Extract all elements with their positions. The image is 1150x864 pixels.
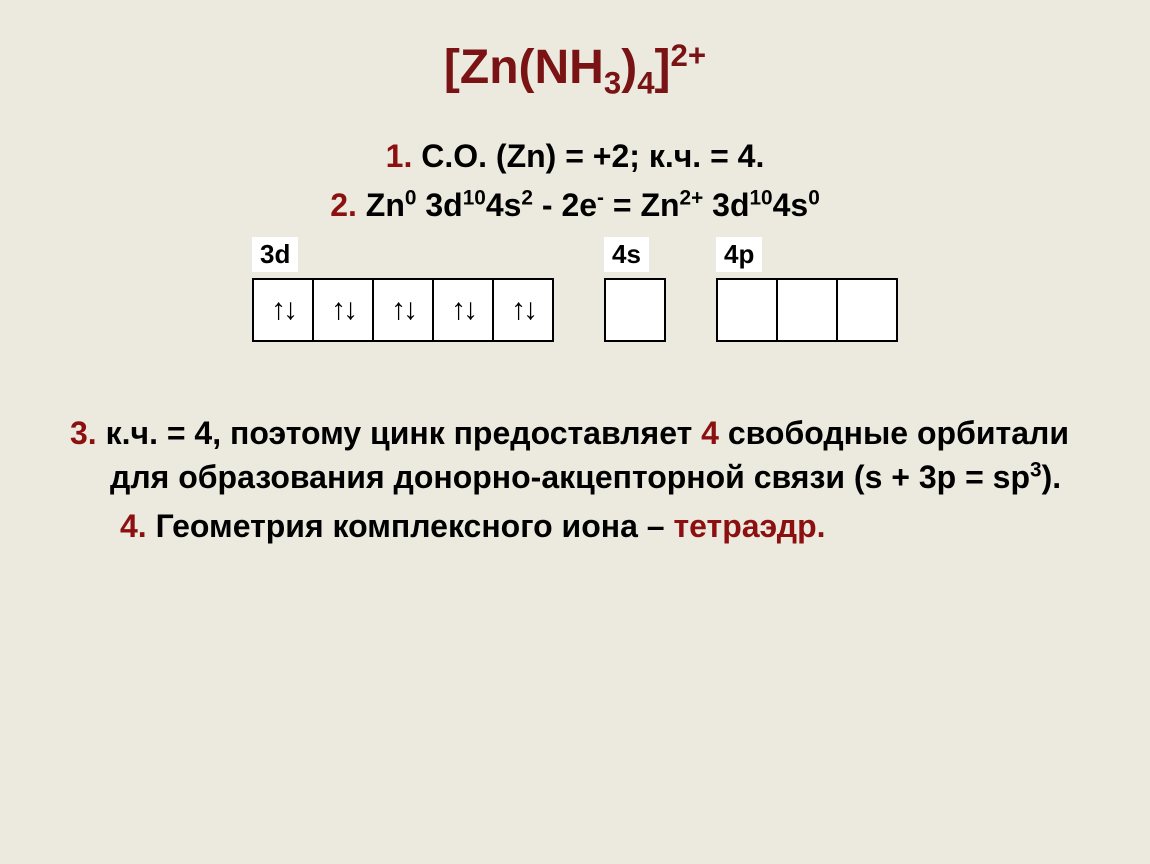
p2-mid5: 3d: [703, 187, 749, 223]
point-1-line: 1. С.О. (Zn) = +2; к.ч. = 4.: [70, 135, 1080, 178]
orbital-box: [776, 278, 838, 342]
point-4-line: 4. Геометрия комплексного иона – тетраэд…: [70, 505, 1080, 548]
point-4-num: 4.: [120, 508, 147, 544]
p2-sup1: 0: [405, 187, 417, 210]
p3-seg2: предоставляет: [445, 415, 701, 451]
orbital-box: ↑↓: [492, 278, 554, 342]
point-2-line: 2. Zn0 3d104s2 - 2e- = Zn2+ 3d104s0: [70, 184, 1080, 227]
orbital-group-3d: 3d ↑↓ ↑↓ ↑↓ ↑↓ ↑↓: [252, 237, 554, 342]
p2-mid3: - 2e: [533, 187, 597, 223]
p3-seg5: ).: [1042, 459, 1062, 495]
p2-sup5: 2+: [680, 187, 704, 210]
orbital-boxes-4s: [604, 278, 666, 342]
point-1-2-block: 1. С.О. (Zn) = +2; к.ч. = 4. 2. Zn0 3d10…: [70, 135, 1080, 227]
p4-seg1: Геометрия комплексного иона –: [147, 508, 674, 544]
p2-sup3: 2: [521, 187, 533, 210]
p3-donor: донорно-акцепторной связи: [394, 459, 846, 495]
title-open: [Zn(NH: [444, 41, 604, 94]
point-3-4-block: 3. к.ч. = 4, поэтому цинк предоставляет …: [70, 412, 1080, 548]
p2-mid2: 4s: [486, 187, 522, 223]
point-3-num: 3.: [70, 415, 97, 451]
orbital-box: ↑↓: [372, 278, 434, 342]
p3-seg4: (s + 3p =: [845, 459, 993, 495]
p2-pre: Zn: [357, 187, 405, 223]
p2-sup6: 10: [749, 187, 772, 210]
slide: [Zn(NH3)4]2+ 1. С.О. (Zn) = +2; к.ч. = 4…: [0, 0, 1150, 864]
p4-tetra: тетраэдр.: [673, 508, 825, 544]
orbital-box: [716, 278, 778, 342]
orbital-box: [604, 278, 666, 342]
title-close: ]: [655, 41, 671, 94]
p3-sp-sup: 3: [1030, 458, 1042, 481]
orbital-diagram: 3d ↑↓ ↑↓ ↑↓ ↑↓ ↑↓ 4s 4p: [70, 237, 1080, 342]
p2-mid6: 4s: [773, 187, 809, 223]
point-1-num: 1.: [386, 138, 413, 174]
orbital-box: ↑↓: [312, 278, 374, 342]
point-2-num: 2.: [330, 187, 357, 223]
title-sup: 2+: [671, 38, 707, 73]
title-sub1: 3: [604, 66, 621, 101]
orbital-group-4p: 4p: [716, 237, 898, 342]
slide-title: [Zn(NH3)4]2+: [70, 40, 1080, 95]
point-3-line: 3. к.ч. = 4, поэтому цинк предоставляет …: [70, 412, 1080, 498]
orbital-boxes-4p: [716, 278, 898, 342]
p2-mid1: 3d: [416, 187, 462, 223]
orbital-box: ↑↓: [432, 278, 494, 342]
orbital-label-3d: 3d: [252, 237, 298, 272]
p3-four: 4: [701, 415, 719, 451]
title-mid: ): [621, 41, 637, 94]
orbital-boxes-3d: ↑↓ ↑↓ ↑↓ ↑↓ ↑↓: [252, 278, 554, 342]
title-sub2: 4: [637, 66, 654, 101]
orbital-label-4s: 4s: [604, 237, 649, 272]
p2-sup2: 10: [463, 187, 486, 210]
p2-mid4: = Zn: [604, 187, 680, 223]
p3-sp: sp: [993, 459, 1030, 495]
orbital-group-4s: 4s: [604, 237, 666, 342]
p2-sup4: -: [597, 187, 604, 210]
p3-seg1: к.ч. = 4, поэтому: [97, 415, 370, 451]
orbital-box: ↑↓: [252, 278, 314, 342]
orbital-label-4p: 4p: [716, 237, 762, 272]
p2-sup7: 0: [808, 187, 820, 210]
p3-zinc: цинк: [370, 415, 445, 451]
orbital-box: [836, 278, 898, 342]
point-1-text: С.О. (Zn) = +2; к.ч. = 4.: [412, 138, 764, 174]
